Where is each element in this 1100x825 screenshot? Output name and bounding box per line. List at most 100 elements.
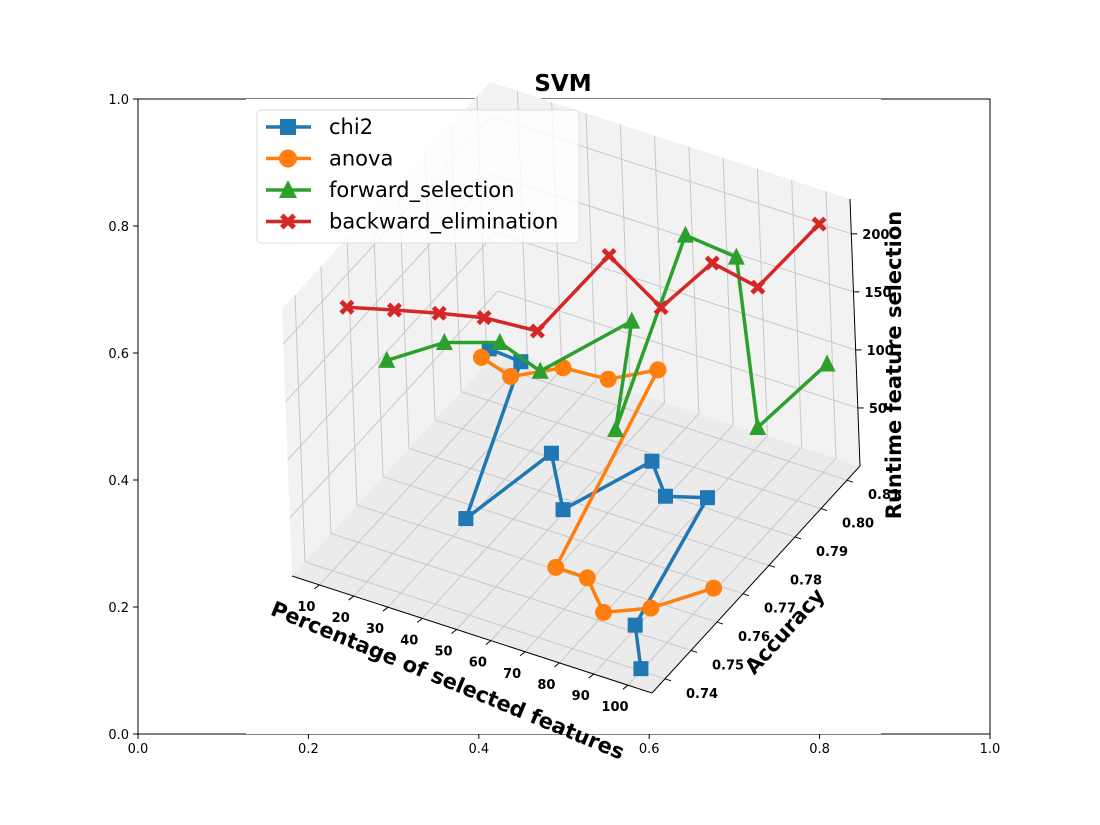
- series-line-backward-elimination: [346, 222, 821, 333]
- legend-label-forward-selection: forward_selection: [329, 178, 514, 203]
- grid-z-back: [495, 232, 856, 351]
- data-point-anova: [554, 359, 572, 377]
- grid-x-back: [585, 113, 597, 381]
- grid-x-floor: [593, 446, 803, 675]
- data-point-forward-selection: [623, 311, 641, 329]
- data-point-anova: [502, 368, 520, 386]
- grid-z-left: [289, 290, 499, 519]
- series-line-forward-selection: [386, 233, 829, 432]
- frame-y-tick-label: 0.6: [108, 347, 129, 362]
- y-tick-mark: [794, 536, 802, 540]
- x-tick-mark: [348, 595, 355, 601]
- grid-x-back: [756, 168, 768, 436]
- y-tick-label: 0.80: [842, 517, 874, 532]
- data-point-anova: [595, 603, 613, 621]
- data-point-forward-selection: [378, 350, 396, 368]
- x-tick-label: 90: [572, 689, 590, 704]
- x-tick-mark: [485, 640, 492, 646]
- frame-y-tick-label: 0.2: [108, 601, 129, 616]
- legend-marker-chi2: [280, 119, 296, 135]
- grid-y-left: [372, 209, 384, 477]
- frame-ticks: 0.0 0.2 0.4 0.6 0.8 1.0 0.0 0.2 0.4 0.6 0.8 1.0: [108, 93, 1000, 757]
- x-tick-label: 50: [435, 644, 453, 659]
- axis-lines: 10 20 30 40 50 60 70 80 90 100 0.74 0.75 0.76 0.77 0.7…: [291, 198, 900, 715]
- data-series: [339, 216, 836, 677]
- data-point-backward-elimination: [704, 255, 720, 271]
- data-point-forward-selection: [818, 354, 836, 372]
- grid-y-floor: [304, 561, 666, 680]
- y-tick-mark: [820, 508, 828, 512]
- y-tick-label: 0.76: [738, 630, 770, 645]
- grid-x-floor: [421, 391, 631, 619]
- y-tick-mark: [768, 564, 776, 568]
- y-axis-line: [651, 465, 861, 694]
- x-tick-label: 100: [601, 700, 628, 715]
- series-forward-selection: [378, 225, 836, 438]
- grid-x-floor: [627, 457, 837, 686]
- legend-marker-backward-elimination: [280, 213, 296, 230]
- grid-x-floor: [387, 379, 597, 608]
- x-tick-mark: [451, 629, 457, 634]
- x-tick-mark: [314, 584, 320, 590]
- grid-x-floor: [559, 435, 768, 664]
- data-point-anova: [705, 579, 723, 597]
- series-line-chi2: [464, 347, 710, 669]
- data-point-anova: [472, 348, 490, 366]
- frame-y-tick-label: 0.8: [108, 220, 129, 235]
- data-point-forward-selection: [607, 420, 625, 438]
- legend-label-anova: anova: [329, 147, 393, 171]
- z-axis-label: Runtime feature selection: [882, 211, 906, 519]
- x-tick-mark: [416, 617, 423, 623]
- x-tick-mark: [382, 606, 389, 612]
- frame-y-tick-label: 1.0: [108, 93, 129, 108]
- floor-pane: [292, 349, 860, 693]
- data-point-chi2: [543, 445, 559, 461]
- data-point-anova: [547, 558, 565, 576]
- chart-title: SVM: [534, 71, 591, 97]
- series-chi2: [458, 341, 715, 677]
- z-tick-label: 100: [867, 344, 894, 359]
- data-point-forward-selection: [727, 247, 745, 265]
- data-point-backward-elimination: [386, 302, 402, 318]
- y-tick-mark: [716, 621, 724, 625]
- data-point-chi2: [555, 502, 571, 518]
- series-backward-elimination: [339, 216, 827, 339]
- frame-x-tick-label: 0.6: [639, 742, 660, 757]
- data-point-anova: [599, 370, 617, 388]
- y-tick-label: 0.77: [764, 602, 796, 617]
- y-tick-mark: [742, 593, 750, 597]
- x-tick-label: 60: [469, 656, 487, 671]
- frame-y-tick-label: 0.4: [108, 474, 129, 489]
- data-point-forward-selection: [676, 225, 694, 243]
- legend-label-backward-elimination: backward_elimination: [329, 210, 558, 235]
- grid-y-left: [346, 238, 358, 506]
- data-point-backward-elimination: [653, 300, 669, 316]
- x-tick-label: 20: [332, 611, 350, 626]
- grid-y-left: [320, 266, 332, 534]
- data-point-backward-elimination: [339, 299, 355, 315]
- frame-x-tick-label: 0.0: [128, 742, 149, 757]
- grid-x-floor: [353, 368, 563, 597]
- z-tick-label: 200: [862, 228, 889, 243]
- grid-y-floor: [382, 476, 744, 595]
- z-axis-line: [849, 198, 861, 467]
- x-tick-mark: [622, 684, 629, 690]
- legend-marker-forward-selection: [279, 180, 297, 198]
- grid-x-back: [791, 180, 803, 448]
- data-point-chi2: [627, 617, 643, 633]
- data-point-chi2: [458, 511, 474, 527]
- data-point-anova: [649, 361, 667, 379]
- grid-y-floor: [486, 362, 848, 481]
- data-point-forward-selection: [491, 333, 509, 351]
- y-tick-mark: [690, 649, 698, 653]
- data-point-backward-elimination: [750, 279, 766, 295]
- data-point-backward-elimination: [476, 310, 492, 326]
- x-tick-label: 40: [400, 633, 418, 648]
- y-tick-label: 0.75: [712, 658, 744, 673]
- x-tick-label: 30: [366, 622, 384, 637]
- x-tick-label: 70: [503, 667, 521, 682]
- data-point-forward-selection: [749, 417, 767, 435]
- grid-y-floor: [460, 391, 822, 510]
- y-tick-mark: [664, 678, 672, 682]
- x-tick-mark: [588, 673, 595, 679]
